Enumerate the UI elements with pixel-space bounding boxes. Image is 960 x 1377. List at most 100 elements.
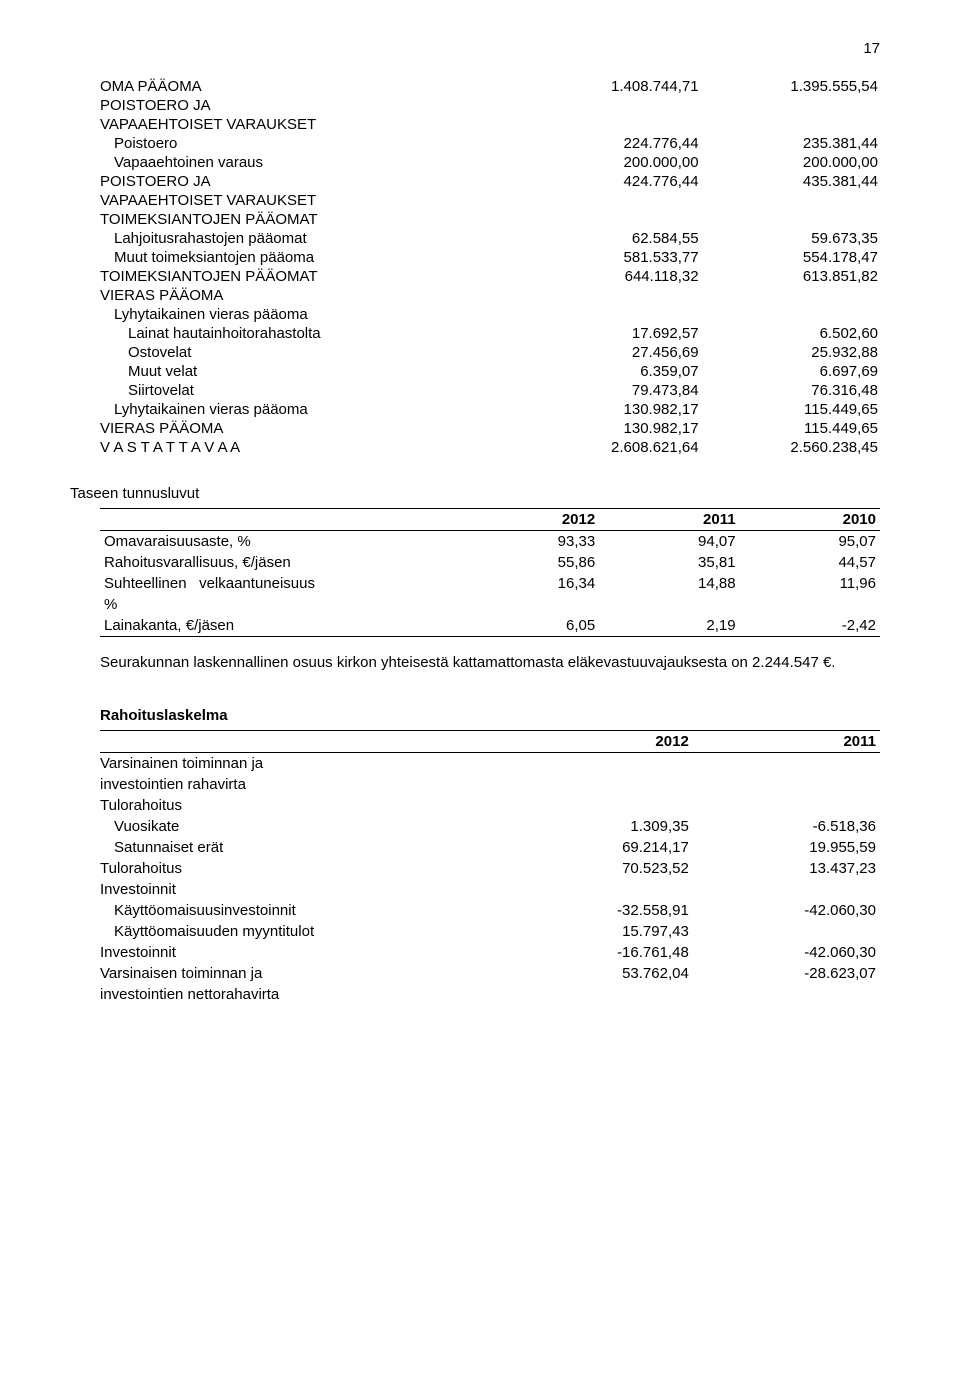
row-value — [701, 286, 880, 305]
row-label: Varsinaisen toiminnan ja — [100, 963, 506, 984]
table-row: investointien nettorahavirta — [100, 984, 880, 1005]
row-value: -16.761,48 — [506, 942, 693, 963]
row-value: 224.776,44 — [521, 134, 700, 153]
row-label: Vapaaehtoinen varaus — [100, 153, 521, 172]
row-value: 11,96 — [740, 573, 880, 594]
pension-text: Seurakunnan laskennallinen osuus kirkon … — [100, 653, 880, 673]
table-row: Lahjoitusrahastojen pääomat62.584,5559.6… — [100, 229, 880, 248]
row-label: Varsinainen toiminnan ja — [100, 753, 506, 775]
table-row: TOIMEKSIANTOJEN PÄÄOMAT — [100, 210, 880, 229]
row-value: 115.449,65 — [701, 419, 880, 438]
row-value: 200.000,00 — [521, 153, 700, 172]
table-row: VAPAAEHTOISET VARAUKSET — [100, 191, 880, 210]
row-value — [506, 774, 693, 795]
row-label: Vuosikate — [100, 816, 506, 837]
row-value — [506, 984, 693, 1005]
row-label: POISTOERO JA — [100, 172, 521, 191]
row-label: POISTOERO JA — [100, 96, 521, 115]
row-label: Tulorahoitus — [100, 858, 506, 879]
row-label: VIERAS PÄÄOMA — [100, 286, 521, 305]
column-header — [100, 509, 459, 531]
row-label: TOIMEKSIANTOJEN PÄÄOMAT — [100, 267, 521, 286]
row-label: Satunnaiset erät — [100, 837, 506, 858]
row-label: VAPAAEHTOISET VARAUKSET — [100, 115, 521, 134]
row-value: -2,42 — [740, 615, 880, 637]
row-label: Siirtovelat — [100, 381, 521, 400]
row-value: 17.692,57 — [521, 324, 700, 343]
row-value: 55,86 — [459, 552, 599, 573]
row-value: 424.776,44 — [521, 172, 700, 191]
row-value — [521, 286, 700, 305]
row-value: 1.408.744,71 — [521, 77, 700, 96]
table-row: TOIMEKSIANTOJEN PÄÄOMAT644.118,32613.851… — [100, 267, 880, 286]
row-label: Investoinnit — [100, 879, 506, 900]
row-label: Muut velat — [100, 362, 521, 381]
table-row: Lainakanta, €/jäsen6,052,19-2,42 — [100, 615, 880, 637]
row-value: 2.608.621,64 — [521, 438, 700, 457]
table-row: V A S T A T T A V A A2.608.621,642.560.2… — [100, 438, 880, 457]
row-label: Investoinnit — [100, 942, 506, 963]
table-row: Käyttöomaisuuden myyntitulot15.797,43 — [100, 921, 880, 942]
row-label: VAPAAEHTOISET VARAUKSET — [100, 191, 521, 210]
row-value — [701, 305, 880, 324]
row-label: Lainakanta, €/jäsen — [100, 615, 459, 637]
table-row: Rahoitusvarallisuus, €/jäsen55,8635,8144… — [100, 552, 880, 573]
cashflow-table: 20122011 Varsinainen toiminnan jainvesto… — [100, 730, 880, 1005]
column-header: 2012 — [459, 509, 599, 531]
column-header — [100, 731, 506, 753]
row-value: 6.502,60 — [701, 324, 880, 343]
table-row: Satunnaiset erät69.214,1719.955,59 — [100, 837, 880, 858]
row-label: Lainat hautainhoitorahastolta — [100, 324, 521, 343]
row-label: Suhteellinen velkaantuneisuus — [100, 573, 459, 594]
row-value: 2.560.238,45 — [701, 438, 880, 457]
row-value: 53.762,04 — [506, 963, 693, 984]
table-row: Tulorahoitus — [100, 795, 880, 816]
row-value: 62.584,55 — [521, 229, 700, 248]
row-value — [693, 774, 880, 795]
row-value: 35,81 — [599, 552, 739, 573]
row-value: 554.178,47 — [701, 248, 880, 267]
row-value — [521, 96, 700, 115]
row-label: Ostovelat — [100, 343, 521, 362]
column-header: 2011 — [599, 509, 739, 531]
row-value — [506, 753, 693, 775]
row-value: 613.851,82 — [701, 267, 880, 286]
table-row: POISTOERO JA — [100, 96, 880, 115]
row-value: 1.395.555,54 — [701, 77, 880, 96]
row-value — [693, 879, 880, 900]
table-row: Investoinnit-16.761,48-42.060,30 — [100, 942, 880, 963]
ratios-title: Taseen tunnusluvut — [70, 485, 880, 502]
row-value — [693, 753, 880, 775]
table-row: Lyhytaikainen vieras pääoma — [100, 305, 880, 324]
table-row: OMA PÄÄOMA1.408.744,711.395.555,54 — [100, 77, 880, 96]
row-value: 76.316,48 — [701, 381, 880, 400]
table-row: investointien rahavirta — [100, 774, 880, 795]
row-value: 115.449,65 — [701, 400, 880, 419]
table-row: Vuosikate1.309,35-6.518,36 — [100, 816, 880, 837]
row-value — [701, 115, 880, 134]
row-label: Lyhytaikainen vieras pääoma — [100, 400, 521, 419]
row-label: V A S T A T T A V A A — [100, 438, 521, 457]
row-label: OMA PÄÄOMA — [100, 77, 521, 96]
row-value: 435.381,44 — [701, 172, 880, 191]
page-number: 17 — [100, 40, 880, 57]
table-row: VIERAS PÄÄOMA — [100, 286, 880, 305]
table-row: Poistoero224.776,44235.381,44 — [100, 134, 880, 153]
row-label: investointien rahavirta — [100, 774, 506, 795]
row-value: -42.060,30 — [693, 900, 880, 921]
row-value — [701, 96, 880, 115]
row-value: 6,05 — [459, 615, 599, 637]
row-value: 19.955,59 — [693, 837, 880, 858]
row-value: 93,33 — [459, 531, 599, 553]
row-label: Lyhytaikainen vieras pääoma — [100, 305, 521, 324]
row-value: 235.381,44 — [701, 134, 880, 153]
row-label: Käyttöomaisuuden myyntitulot — [100, 921, 506, 942]
table-row: Ostovelat27.456,6925.932,88 — [100, 343, 880, 362]
row-value: 70.523,52 — [506, 858, 693, 879]
row-value: 6.697,69 — [701, 362, 880, 381]
row-value: 644.118,32 — [521, 267, 700, 286]
row-value: -42.060,30 — [693, 942, 880, 963]
table-row: Vapaaehtoinen varaus200.000,00200.000,00 — [100, 153, 880, 172]
row-value: 14,88 — [599, 573, 739, 594]
row-value: 2,19 — [599, 615, 739, 637]
